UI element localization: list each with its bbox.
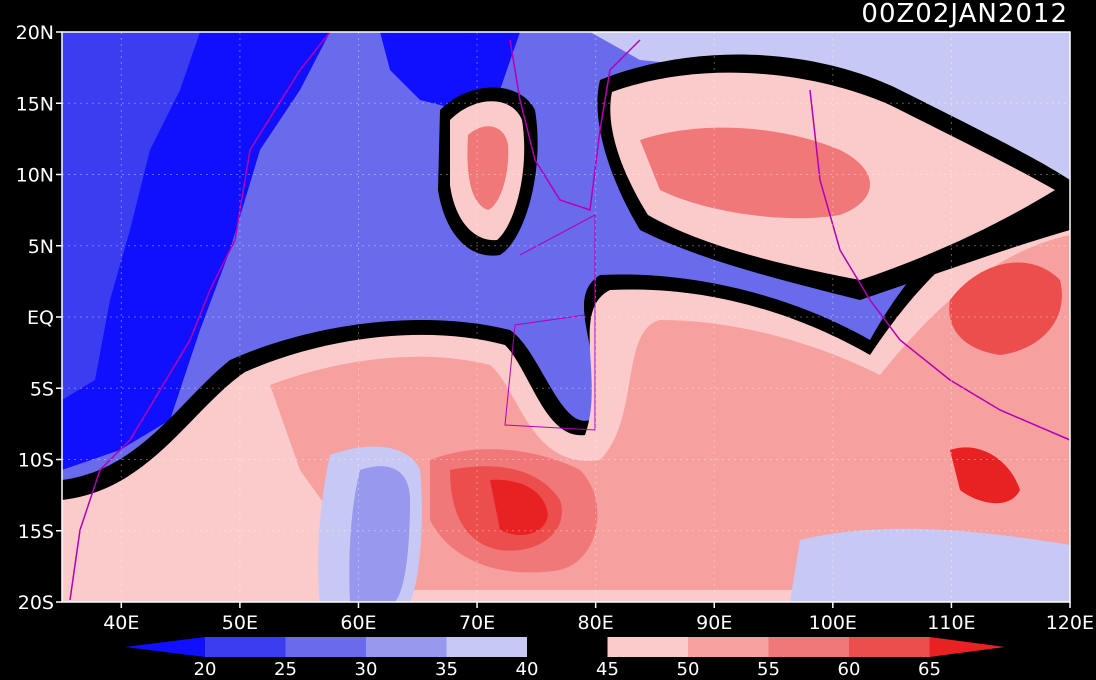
lon-label: 110E bbox=[927, 612, 975, 634]
lat-label: 5S bbox=[30, 378, 54, 400]
colorbar-label: 30 bbox=[355, 659, 378, 680]
colorbar-label: 55 bbox=[757, 659, 780, 680]
contour-west-mid bbox=[62, 32, 200, 400]
lon-label: 80E bbox=[578, 612, 614, 634]
longitude-labels: 40E 50E 60E 70E 80E 90E 100E 110E 120E bbox=[103, 602, 1094, 634]
colorbar-swatch bbox=[607, 637, 689, 657]
lon-label: 60E bbox=[340, 612, 376, 634]
lat-label: 10N bbox=[16, 165, 54, 187]
lon-label: 90E bbox=[696, 612, 732, 634]
contour-warm-65 bbox=[490, 479, 548, 535]
colorbar-arrow-left bbox=[125, 637, 205, 657]
colorbar-label: 50 bbox=[677, 659, 700, 680]
colorbar-swatch bbox=[205, 637, 286, 657]
contour-se-warm bbox=[950, 447, 1020, 504]
map-panel bbox=[62, 32, 1070, 602]
colorbar-swatch bbox=[285, 637, 367, 657]
colorbar-swatch bbox=[366, 637, 447, 657]
contour-peninsula-55 bbox=[467, 126, 509, 210]
lon-label: 100E bbox=[809, 612, 857, 634]
contour-east-warm bbox=[949, 262, 1062, 355]
lon-label: 70E bbox=[459, 612, 495, 634]
colorbar-label: 35 bbox=[435, 659, 458, 680]
coastline-india bbox=[509, 39, 641, 212]
lon-label: 120E bbox=[1046, 612, 1094, 634]
colorbar-swatch bbox=[688, 637, 769, 657]
colorbar-label: 45 bbox=[596, 659, 619, 680]
colorbar-label: 40 bbox=[516, 659, 539, 680]
lat-label: 15N bbox=[16, 93, 54, 115]
lon-label: 40E bbox=[103, 612, 139, 634]
lat-label: 20N bbox=[16, 22, 54, 44]
contour-bay-55 bbox=[640, 127, 870, 219]
lon-label: 50E bbox=[222, 612, 258, 634]
colorbar-swatch bbox=[527, 637, 608, 657]
contour-se-cool bbox=[790, 528, 1070, 602]
lat-label: 20S bbox=[18, 592, 54, 614]
lat-label: 15S bbox=[18, 521, 54, 543]
colorbar-label: 65 bbox=[918, 659, 941, 680]
colorbar-swatch bbox=[446, 637, 528, 657]
colorbar-arrow-right bbox=[929, 637, 1005, 657]
lat-label: EQ bbox=[27, 307, 54, 329]
latitude-labels: 20N 15N 10N 5N EQ 5S 10S 15S 20S bbox=[16, 22, 62, 614]
region-box bbox=[504, 214, 596, 431]
map-title: 00Z02JAN2012 bbox=[861, 0, 1068, 29]
grid-lines bbox=[62, 32, 1070, 602]
coastline-seasia bbox=[809, 89, 1070, 441]
colorbar-label: 60 bbox=[838, 659, 861, 680]
colorbar-swatch bbox=[849, 637, 930, 657]
colorbar: 20 25 30 35 40 45 50 55 60 65 bbox=[125, 637, 1005, 680]
lat-label: 5N bbox=[28, 236, 54, 258]
colorbar-swatch bbox=[768, 637, 850, 657]
lat-label: 10S bbox=[18, 450, 54, 472]
coastline-africa bbox=[69, 32, 331, 601]
colorbar-label: 25 bbox=[274, 659, 297, 680]
colorbar-label: 20 bbox=[194, 659, 217, 680]
contour-south-cool-2 bbox=[349, 466, 410, 602]
